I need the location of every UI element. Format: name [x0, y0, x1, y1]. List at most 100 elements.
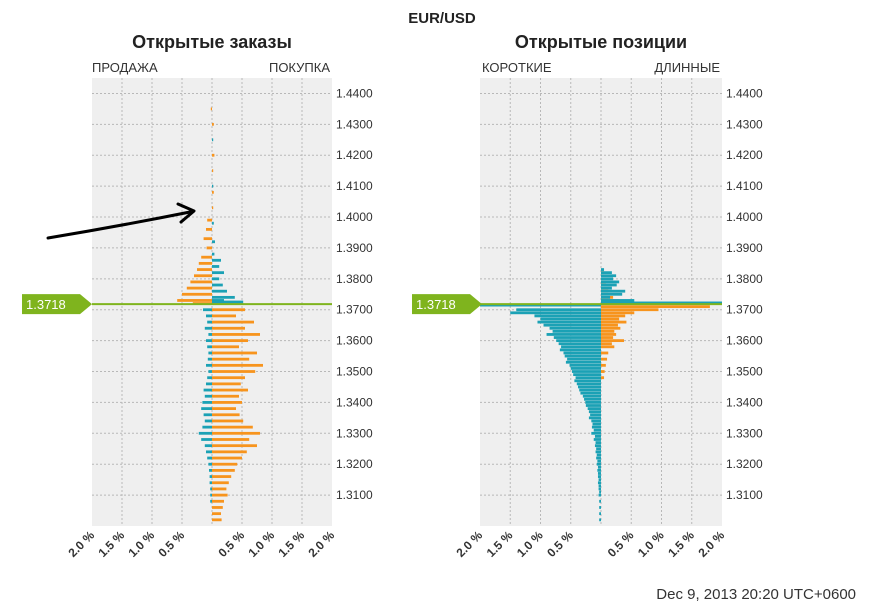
bar-sell: [212, 221, 214, 225]
y-tick-label: 1.4200: [726, 148, 763, 162]
bar-short: [567, 357, 601, 361]
y-tick-label: 1.3600: [336, 334, 373, 348]
bar-sell: [206, 363, 212, 367]
bar-buy: [212, 394, 239, 398]
bar-sell: [212, 295, 235, 299]
bar-short: [563, 351, 601, 355]
x-tick-label: 1.5 %: [276, 528, 308, 560]
bar-long: [601, 326, 621, 330]
y-tick-label: 1.4300: [336, 117, 373, 131]
bar-short: [601, 268, 605, 271]
bar-long: [601, 329, 615, 333]
bar-short: [534, 314, 601, 318]
y-tick-label: 1.3100: [726, 488, 763, 502]
bar-sell: [209, 481, 212, 485]
bar-short: [599, 512, 601, 516]
bar-short: [599, 518, 601, 522]
bar-long: [601, 370, 605, 373]
bar-sell: [203, 388, 212, 392]
bar-short: [585, 404, 601, 407]
bar-short: [588, 410, 601, 414]
bar-long: [601, 308, 659, 312]
bar-short: [573, 373, 601, 377]
bar-buy: [212, 308, 245, 312]
bar-sell: [206, 450, 212, 454]
bar-buy: [212, 407, 236, 410]
bar-sell: [201, 407, 212, 410]
bar-sell: [204, 419, 212, 423]
bar-buy: [212, 169, 214, 173]
bar-sell: [209, 475, 212, 478]
bar-buy: [212, 438, 250, 441]
right-panel-long-label: ДЛИННЫЕ: [654, 60, 720, 75]
bar-sell: [212, 299, 224, 302]
bar-long: [601, 317, 620, 321]
x-tick-label: 1.0 %: [635, 528, 667, 560]
bar-short: [593, 438, 601, 441]
bar-short: [597, 459, 601, 463]
bar-short: [558, 342, 601, 346]
bar-short: [599, 499, 601, 503]
bar-short: [597, 481, 601, 485]
bar-sell: [203, 413, 212, 417]
bar-sell: [201, 438, 212, 441]
bar-short: [596, 453, 601, 457]
y-tick-label: 1.3700: [726, 303, 763, 317]
bar-sell: [208, 333, 212, 336]
bar-short: [599, 490, 601, 494]
bar-short: [601, 295, 611, 299]
bar-buy: [212, 468, 235, 472]
bar-short: [556, 339, 601, 343]
bar-short: [591, 425, 601, 429]
bar-sell: [212, 283, 223, 287]
bar-buy: [212, 456, 242, 460]
bar-short: [585, 401, 601, 404]
bar-long: [601, 342, 612, 346]
bar-sell: [208, 351, 212, 355]
bar-short: [596, 456, 601, 460]
x-tick-label: 0.5 %: [605, 528, 637, 560]
bar-buy: [212, 320, 254, 324]
bar-buy: [212, 314, 236, 318]
x-tick-label: 2.0 %: [454, 528, 486, 560]
bar-short: [588, 416, 601, 420]
bar-sell: [206, 314, 212, 318]
bar-buy: [212, 462, 238, 466]
bar-short: [597, 468, 601, 472]
left-panel-title: Открытые заказы: [132, 32, 292, 52]
bar-buy: [203, 237, 212, 241]
bar-short: [594, 444, 601, 448]
y-tick-label: 1.3300: [336, 426, 373, 440]
bar-short: [597, 465, 601, 469]
right-panel-title: Открытые позиции: [514, 32, 688, 52]
y-tick-label: 1.3500: [336, 365, 373, 379]
bar-short: [601, 274, 617, 278]
bar-short: [601, 292, 623, 296]
bar-short: [561, 345, 601, 349]
bar-buy: [212, 493, 228, 497]
bar-short: [601, 271, 612, 275]
x-tick-label: 1.0 %: [246, 528, 278, 560]
y-tick-label: 1.3900: [726, 241, 763, 255]
bar-short: [591, 431, 601, 435]
bar-buy: [190, 280, 212, 284]
bar-buy: [212, 345, 239, 349]
bar-buy: [210, 107, 212, 111]
bar-short: [564, 354, 601, 358]
bar-buy: [212, 122, 214, 126]
bar-buy: [212, 339, 248, 343]
x-tick-label: 2.0 %: [306, 528, 338, 560]
bar-short: [598, 493, 601, 497]
bar-buy: [212, 326, 245, 330]
y-tick-label: 1.3900: [336, 241, 373, 255]
bar-short: [516, 308, 601, 312]
x-tick-label: 1.5 %: [96, 528, 128, 560]
bar-buy: [212, 425, 253, 429]
bar-short: [596, 447, 601, 451]
bar-long: [601, 363, 606, 367]
bar-short: [592, 422, 601, 426]
bar-short: [574, 379, 601, 383]
bar-buy: [186, 286, 212, 290]
bar-sell: [206, 339, 212, 343]
bar-sell: [204, 444, 212, 448]
